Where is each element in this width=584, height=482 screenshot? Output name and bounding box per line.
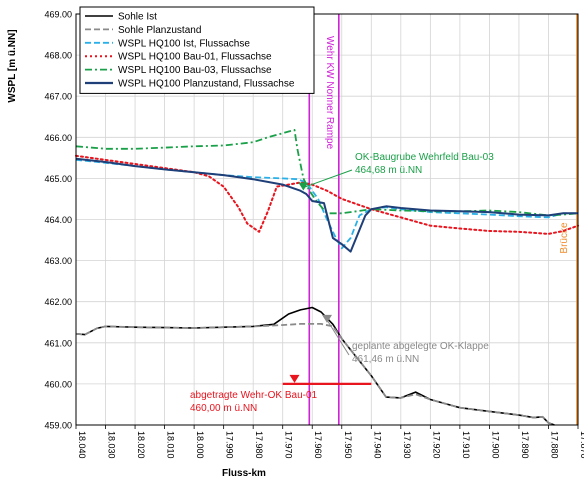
x-tick-label: 17.910 <box>461 431 471 459</box>
x-tick-label: 18.040 <box>77 431 87 459</box>
x-tick-label: 17.930 <box>402 431 412 459</box>
x-tick-label: 18.010 <box>166 431 176 459</box>
x-tick-label: 18.000 <box>195 431 205 459</box>
legend-entry: WSPL HQ100 Bau-01, Flussachse <box>118 52 272 63</box>
annotation-marker <box>322 314 332 323</box>
annotation-text: abgetragte Wehr-OK Bau-01 <box>190 390 318 401</box>
x-tick-label: 18.020 <box>136 431 146 459</box>
x-tick-label: 17.870 <box>579 431 584 459</box>
annotation-marker <box>298 182 309 191</box>
annotation-leader <box>326 319 350 356</box>
series-line <box>75 128 579 217</box>
legend: Sohle Ist Sohle Planzustand WSPL HQ100 Ist… <box>79 6 315 94</box>
x-tick-label: 17.920 <box>431 431 441 459</box>
y-tick-label: 461.00 <box>44 338 72 348</box>
annotation-text: 460,00 m ü.NN <box>190 403 257 414</box>
annotation-text: geplante abgelegte OK-Klappe <box>352 341 489 352</box>
y-tick-label: 469.00 <box>44 10 72 20</box>
y-tick-labels: 459.00 460.00 461.00 462.00 463.00 464.00 465.… <box>44 10 72 431</box>
x-tick-label: 17.900 <box>490 431 500 459</box>
series-group <box>75 128 579 426</box>
annotation-leader <box>303 169 353 189</box>
y-tick-label: 460.00 <box>44 379 72 389</box>
y-tick-label: 466.00 <box>44 133 72 143</box>
x-tick-label: 17.940 <box>372 431 382 459</box>
x-tick-label: 17.990 <box>225 431 235 459</box>
series-line <box>75 157 578 253</box>
x-tick-labels: 18.040 18.030 18.020 18.010 18.000 17.990 17.9… <box>77 431 584 459</box>
y-tick-label: 465.00 <box>44 174 72 184</box>
plot-frame <box>75 13 579 426</box>
y-tick-label: 459.00 <box>44 421 72 431</box>
y-tick-label: 468.00 <box>44 51 72 61</box>
vertical-line-label: Wehr KW Nonner Rampe <box>324 36 335 150</box>
x-axis-label: Fluss-km <box>222 468 266 479</box>
x-tick-label: 17.880 <box>549 431 559 459</box>
vertical-line-label: Brücke <box>559 222 570 254</box>
legend-entry: WSPL HQ100 Bau-03, Flussachse <box>118 65 272 76</box>
y-tick-label: 463.00 <box>44 256 72 266</box>
annotations: OK-Baugrube Wehrfeld Bau-03 464,68 m ü.NN… <box>190 152 494 414</box>
legend-entry: Sohle Planzustand <box>118 25 201 36</box>
x-tick-label: 17.890 <box>520 431 530 459</box>
annotation-markers <box>282 169 372 385</box>
x-tick-label: 17.960 <box>313 431 323 459</box>
y-axis-label: WSPL [m ü.NN] <box>7 29 18 102</box>
y-tick-label: 462.00 <box>44 297 72 307</box>
x-tick-label: 17.980 <box>254 431 264 459</box>
annotation-text: OK-Baugrube Wehrfeld Bau-03 <box>355 152 494 163</box>
legend-entry: WSPL HQ100 Planzustand, Flussachse <box>118 79 295 90</box>
y-tick-label: 464.00 <box>44 215 72 225</box>
legend-entry: WSPL HQ100 Ist, Flussachse <box>118 38 250 49</box>
annotation-marker <box>289 374 300 383</box>
legend-entry: Sohle Ist <box>118 12 157 23</box>
annotation-text: 461,46 m ü.NN <box>352 354 419 365</box>
annotation-text: 464,68 m ü.NN <box>355 165 422 176</box>
x-tick-label: 18.030 <box>107 431 117 459</box>
x-tick-label: 17.970 <box>284 431 294 459</box>
y-tick-label: 467.00 <box>44 92 72 102</box>
legend-box <box>79 6 315 94</box>
x-tick-label: 17.950 <box>343 431 353 459</box>
series-line <box>75 322 555 426</box>
